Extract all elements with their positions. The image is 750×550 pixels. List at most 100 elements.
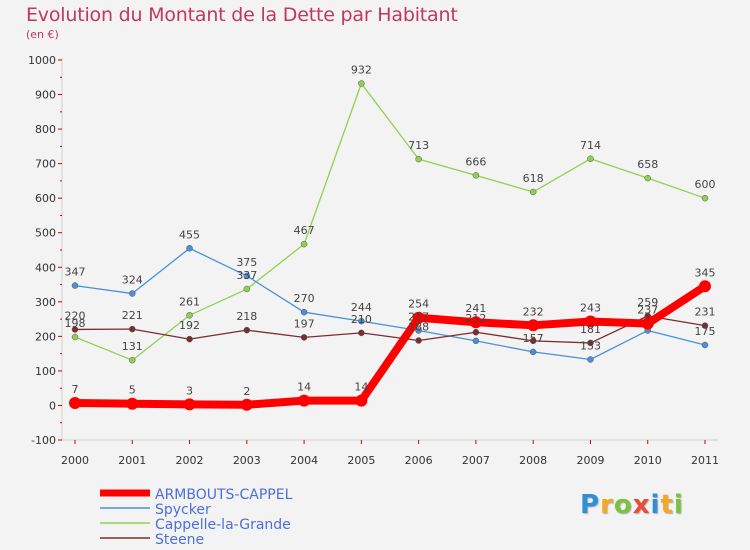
y-tick-label: 600 (35, 192, 56, 205)
legend-label: ARMBOUTS-CAPPEL (155, 487, 293, 503)
logo-letter: r (600, 490, 614, 520)
data-point (529, 188, 537, 196)
x-tick-label: 2011 (691, 454, 719, 467)
data-point (71, 282, 79, 289)
series-line-0 (71, 282, 709, 409)
data-label: 455 (179, 228, 200, 241)
y-tick-label: 800 (35, 123, 56, 136)
series-line-2 (74, 82, 706, 361)
data-label: 666 (465, 155, 486, 168)
data-label: 243 (580, 302, 601, 315)
data-label: 131 (122, 340, 143, 353)
data-label: 259 (637, 296, 658, 309)
data-label: 714 (580, 139, 601, 152)
data-point (126, 397, 139, 410)
data-point (243, 272, 251, 280)
data-label: 3 (186, 384, 193, 397)
data-point (69, 397, 81, 410)
data-label: 175 (695, 325, 716, 338)
data-label: 220 (65, 309, 86, 322)
data-labels-layer: 7 5 3 2 14 14 254 241 232 243 237 345 347 324 455 375 27… (65, 63, 716, 397)
logo-letter: x (632, 490, 651, 520)
data-label: 270 (294, 292, 315, 305)
data-point (701, 322, 709, 329)
data-label: 218 (236, 310, 257, 323)
data-point (641, 317, 654, 330)
data-point (529, 348, 537, 356)
x-tick-label: 2006 (405, 454, 433, 467)
y-tick-label: 400 (35, 261, 56, 274)
data-label: 133 (580, 340, 601, 353)
data-point (71, 326, 79, 333)
data-label: 198 (65, 317, 86, 330)
data-point (129, 325, 136, 333)
logo-letter: i (650, 490, 661, 520)
data-label: 241 (465, 302, 486, 315)
data-point (587, 339, 594, 347)
data-point (240, 398, 253, 411)
data-label: 658 (637, 158, 658, 171)
data-point (472, 328, 480, 336)
data-point (644, 174, 651, 182)
data-label: 14 (354, 381, 368, 394)
data-label: 237 (637, 304, 658, 317)
data-point (701, 194, 709, 202)
data-point (587, 155, 594, 163)
logo-letter: t (660, 490, 674, 520)
chart-title: Evolution du Montant de la Dette par Hab… (26, 4, 458, 26)
data-point (587, 356, 594, 363)
data-point (129, 356, 136, 364)
x-tick-label: 2000 (61, 454, 89, 467)
data-point (415, 155, 422, 163)
y-tick-label: 1000 (28, 54, 56, 67)
series-line-3 (74, 315, 706, 344)
data-point (584, 315, 597, 328)
data-point (300, 334, 308, 341)
data-label: 181 (580, 323, 601, 336)
data-label: 7 (72, 383, 79, 396)
data-label: 217 (408, 310, 429, 323)
data-point (529, 337, 537, 345)
y-tick-label: 700 (35, 158, 56, 171)
data-point (358, 317, 365, 325)
data-label: 221 (122, 309, 143, 322)
data-point (415, 337, 422, 344)
data-label: 14 (297, 381, 311, 394)
x-tick-label: 2007 (462, 454, 490, 467)
data-label: 254 (408, 298, 429, 311)
y-tick-label: -100 (31, 434, 56, 447)
chart-axes: -100 0 100 200 300 400 500 600 700 800 900 1000 2000… (28, 54, 719, 467)
y-tick-label: 100 (35, 365, 56, 378)
data-point (469, 316, 482, 329)
data-point (472, 337, 480, 345)
data-point (358, 80, 365, 87)
x-tick-label: 2003 (233, 454, 261, 467)
data-point (415, 327, 422, 334)
data-point (358, 329, 365, 337)
data-point (186, 335, 193, 343)
data-label: 244 (351, 301, 372, 314)
logo-letter: i (673, 490, 684, 520)
series-layer (69, 80, 711, 411)
x-tick-label: 2010 (634, 454, 662, 467)
data-label: 197 (294, 317, 315, 330)
data-label: 188 (408, 321, 429, 334)
proxiti-logo: Proxiti (580, 490, 684, 520)
y-tick-label: 500 (35, 227, 56, 240)
data-label: 2 (243, 385, 250, 398)
data-point (186, 245, 193, 252)
chart-subtitle: (en €) (26, 28, 59, 41)
legend: ARMBOUTS-CAPPELSpyckerCappelle-la-Grande… (100, 487, 293, 548)
data-point (701, 341, 709, 349)
data-point (300, 240, 308, 248)
data-point (300, 308, 308, 316)
legend-label: Steene (155, 532, 204, 548)
data-label: 467 (294, 224, 315, 237)
data-label: 261 (179, 295, 200, 308)
data-point (71, 333, 79, 341)
x-tick-label: 2001 (118, 454, 146, 467)
series-line-1 (74, 247, 706, 361)
data-point (243, 285, 251, 293)
data-label: 324 (122, 274, 143, 287)
